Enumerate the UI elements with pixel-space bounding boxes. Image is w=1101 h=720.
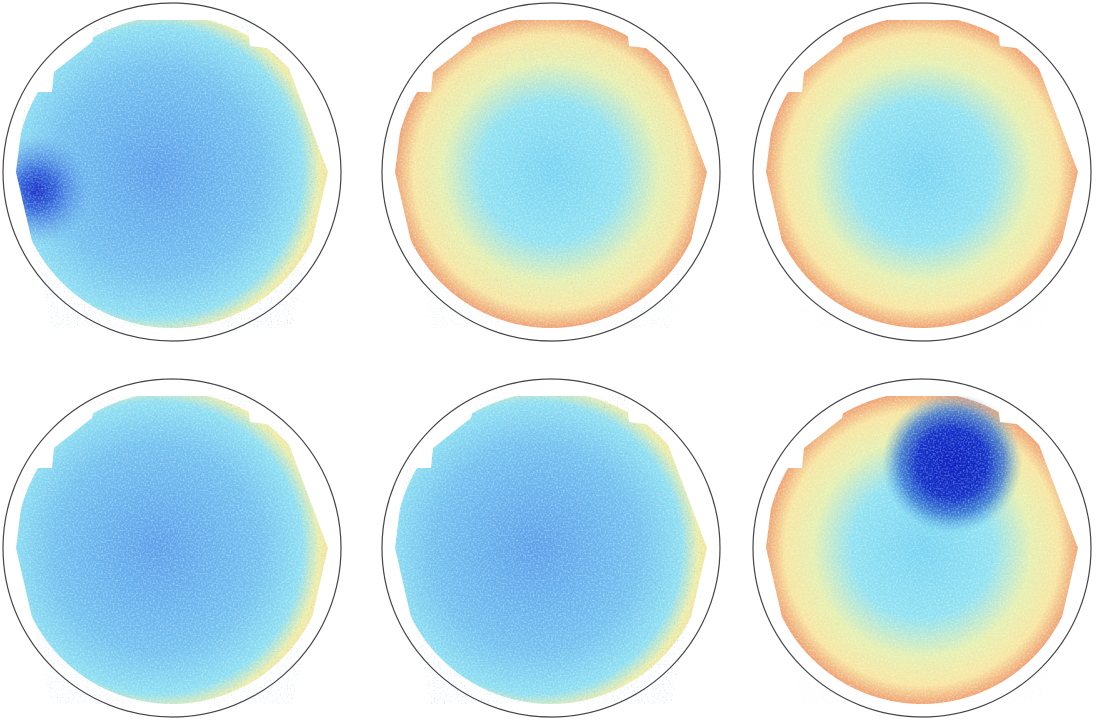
- speckle: [766, 20, 1078, 328]
- wafer: [381, 2, 721, 342]
- wafer-outline: [2, 2, 342, 342]
- wafer-map: [16, 396, 328, 704]
- wafer: [752, 378, 1092, 718]
- wafer: [752, 2, 1092, 342]
- wafer: [2, 2, 342, 342]
- speckle: [766, 396, 1078, 704]
- wafer-outline: [381, 378, 721, 718]
- speckle: [395, 20, 707, 328]
- wafer-map: [766, 396, 1078, 704]
- wafer-map: [395, 396, 707, 704]
- wafer-map: [395, 20, 707, 328]
- wafer-outline: [381, 2, 721, 342]
- wafer: [2, 378, 342, 718]
- wafer-map: [766, 20, 1078, 328]
- wafer-outline: [752, 378, 1092, 718]
- speckle: [395, 396, 707, 704]
- speckle: [16, 20, 328, 328]
- wafer-outline: [752, 2, 1092, 342]
- wafer: [381, 378, 721, 718]
- wafer-map: [16, 20, 328, 328]
- speckle: [16, 396, 328, 704]
- wafer-outline: [2, 378, 342, 718]
